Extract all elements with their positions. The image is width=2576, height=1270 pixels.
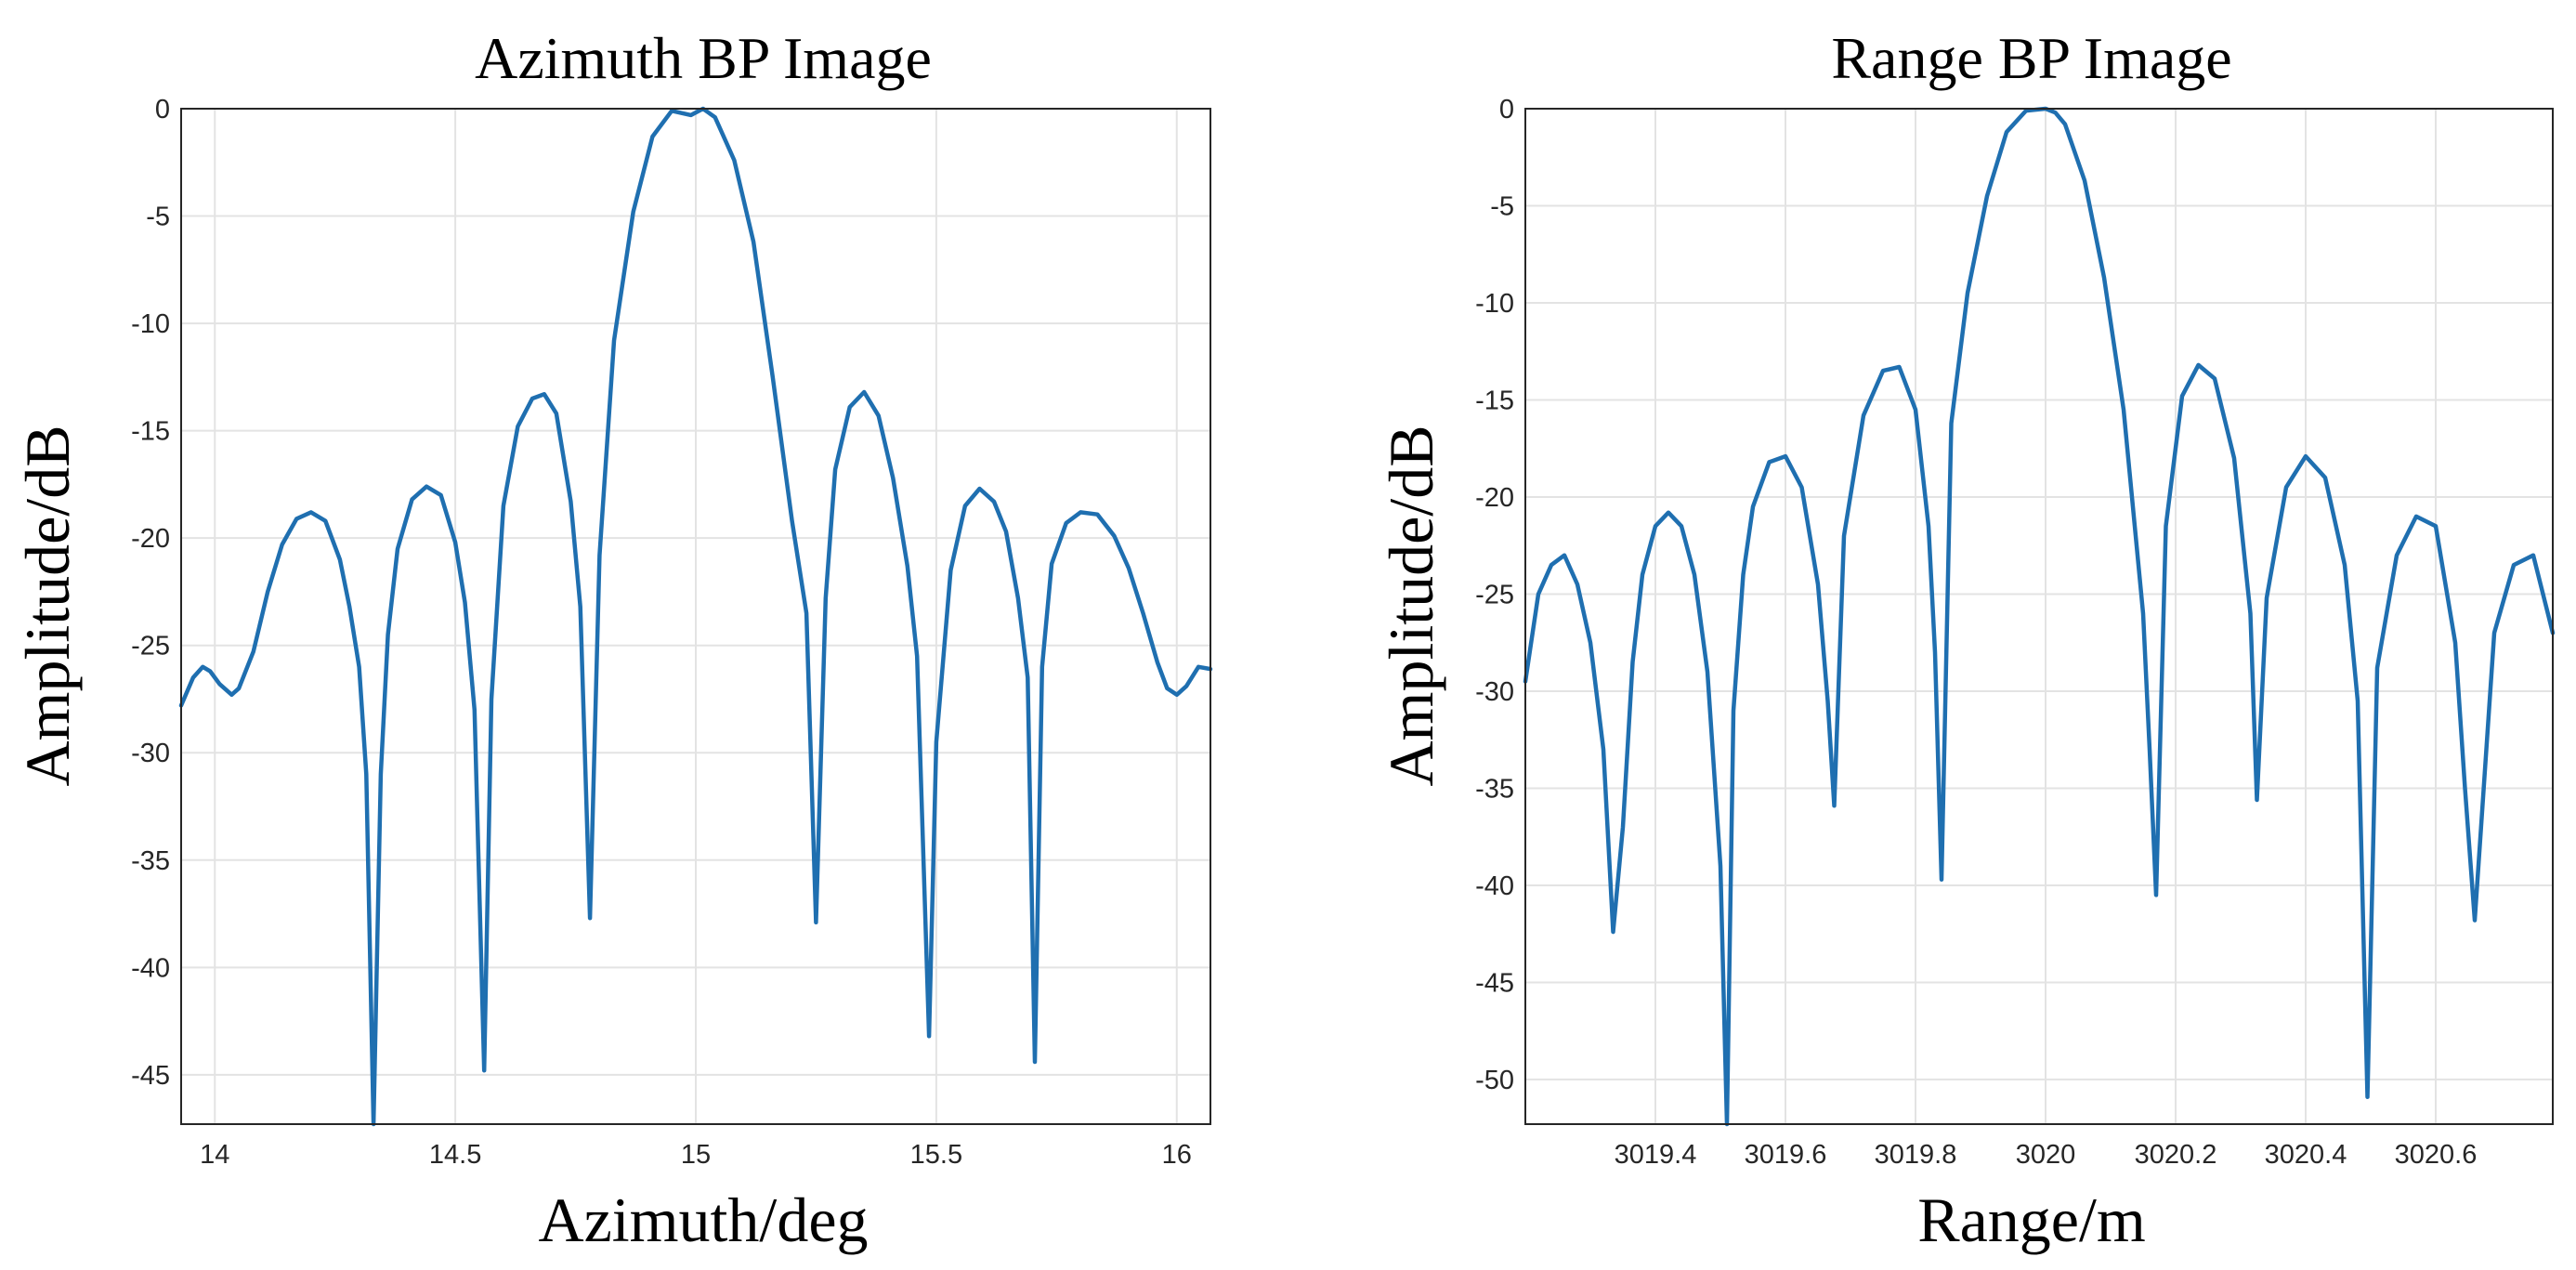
y-tick-label: -30	[1475, 677, 1514, 707]
x-tick-label: 3019.6	[1745, 1140, 1827, 1170]
x-tick-label: 15	[681, 1140, 711, 1170]
azimuth-series-line	[178, 106, 1213, 1127]
x-tick-label: 3020	[2016, 1140, 2076, 1170]
y-tick-label: -10	[131, 309, 170, 339]
x-tick-label: 3019.8	[1875, 1140, 1957, 1170]
y-tick-label: 0	[1499, 95, 1514, 124]
y-tick-label: -15	[1475, 386, 1514, 415]
y-tick-labels: 0 -5 -10 -15 -20 -25 -30 -35 -40 -45	[131, 95, 170, 1091]
x-tick-label: 3019.4	[1615, 1140, 1697, 1170]
y-tick-label: -25	[131, 632, 170, 661]
y-tick-label: 0	[155, 95, 170, 124]
y-tick-labels: 0 -5 -10 -15 -20 -25 -30 -35 -40 -45 -50	[1475, 95, 1514, 1095]
x-tick-labels: 3019.4 3019.6 3019.8 3020 3020.2 3020.4 3020.6	[1615, 1140, 2478, 1170]
y-tick-label: -50	[1475, 1066, 1514, 1095]
y-tick-label: -45	[1475, 968, 1514, 998]
x-axis-label: Range/m	[1917, 1185, 2146, 1255]
y-axis-label: Amplitude/dB	[1376, 425, 1446, 786]
y-tick-label: -35	[1475, 774, 1514, 804]
y-axis-label: Amplitude/dB	[12, 425, 83, 786]
y-tick-label: -30	[131, 739, 170, 768]
y-tick-label: -45	[131, 1061, 170, 1091]
y-tick-label: -25	[1475, 580, 1514, 609]
x-tick-label: 3020.2	[2135, 1140, 2217, 1170]
plot-frame	[180, 108, 1211, 1125]
gridlines	[1525, 108, 2553, 1124]
gridlines	[181, 108, 1210, 1124]
x-tick-label: 14.5	[429, 1140, 481, 1170]
y-tick-label: -15	[131, 417, 170, 447]
range-chart: Range BP Image 0 -5 -10 -15 -20 -25 -30 -35 -40 -…	[1376, 25, 2556, 1255]
x-tick-label: 16	[1162, 1140, 1192, 1170]
plot-frame	[1524, 108, 2554, 1125]
y-tick-label: -5	[1490, 191, 1514, 221]
y-tick-label: -10	[1475, 289, 1514, 319]
x-tick-label: 14	[200, 1140, 229, 1170]
x-tick-labels: 14 14.5 15 15.5 16	[200, 1140, 1192, 1170]
x-tick-label: 3020.4	[2265, 1140, 2347, 1170]
y-tick-label: -35	[131, 846, 170, 876]
range-series-line	[1523, 106, 2556, 1127]
x-axis-label: Azimuth/deg	[538, 1185, 868, 1255]
azimuth-chart: Azimuth BP Image 0 -5 -10 -15 -20 -25 -30 -35 -4…	[12, 25, 1213, 1255]
x-tick-label: 3020.6	[2395, 1140, 2478, 1170]
y-tick-label: -40	[1475, 871, 1514, 901]
y-tick-label: -20	[131, 524, 170, 554]
chart-title: Range BP Image	[1831, 25, 2231, 91]
y-tick-label: -5	[146, 203, 170, 232]
y-tick-label: -40	[131, 953, 170, 983]
x-tick-label: 15.5	[910, 1140, 962, 1170]
y-tick-label: -20	[1475, 483, 1514, 513]
chart-title: Azimuth BP Image	[475, 25, 932, 91]
